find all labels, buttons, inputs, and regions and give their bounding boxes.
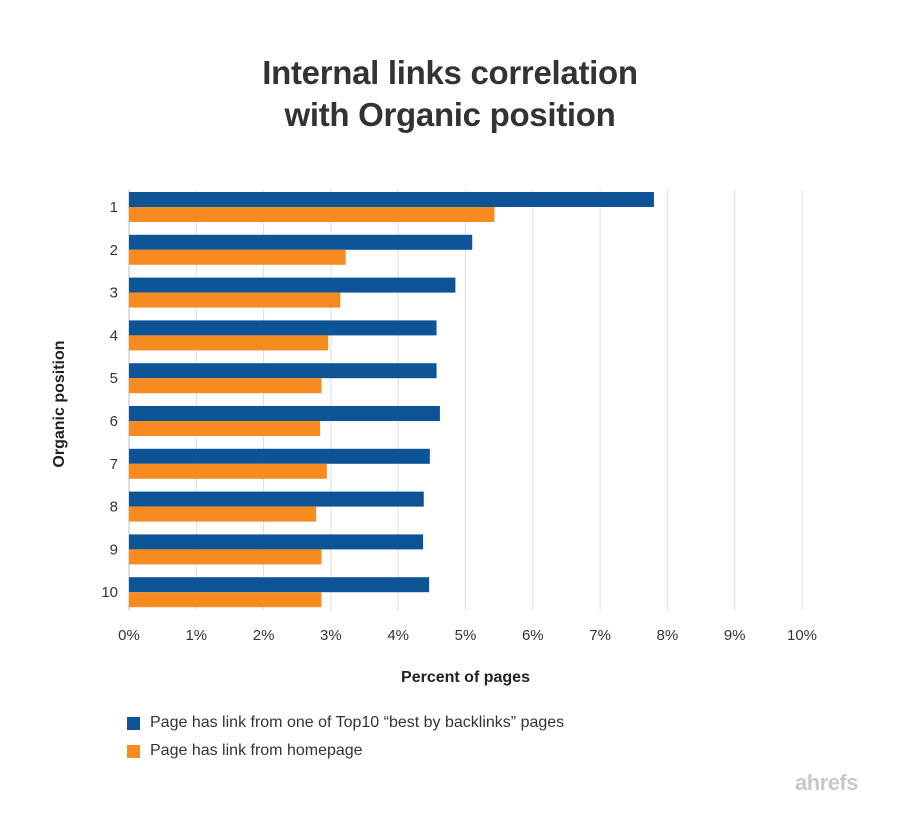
bar-chart: 0% 1% 2% 3% 4% 5% 6% 7% 8% 9% 10% 1 2 3 4 5 6 7 8 9 10 Percen… xyxy=(51,190,817,686)
legend: Page has link from one of Top10 “best by… xyxy=(127,709,564,765)
brand-logo: ahrefs xyxy=(794,770,859,795)
legend-swatch-backlinks xyxy=(127,716,140,730)
legend-label-backlinks: Page has link from one of Top10 “best by… xyxy=(150,714,565,731)
bar-homepage xyxy=(129,421,321,436)
chart-title-line-1: Internal links correlation xyxy=(262,54,638,91)
y-tick-label: 4 xyxy=(110,327,118,344)
chart-title: Internal links correlation with Organic … xyxy=(0,52,900,136)
y-axis-title: Organic position xyxy=(51,340,68,467)
bar-backlinks xyxy=(129,448,430,464)
x-tick-label: 5% xyxy=(455,627,477,644)
bar-homepage xyxy=(129,549,322,565)
bar-backlinks xyxy=(129,192,654,207)
y-tick-label: 8 xyxy=(110,499,118,516)
x-tick-label: 6% xyxy=(522,627,544,644)
y-tick-label: 3 xyxy=(110,285,118,302)
x-tick-label: 7% xyxy=(589,627,611,644)
bar-backlinks xyxy=(129,577,430,593)
bar-backlinks xyxy=(129,234,473,250)
bar-homepage xyxy=(129,292,341,308)
bar-backlinks xyxy=(129,363,437,379)
bar-homepage xyxy=(129,506,317,522)
y-tick-label: 1 xyxy=(110,199,118,216)
bar-backlinks xyxy=(129,406,440,421)
y-tick-label: 5 xyxy=(110,370,118,387)
bar-backlinks xyxy=(129,320,437,336)
bar-backlinks xyxy=(129,491,424,507)
bar-homepage xyxy=(129,207,495,222)
y-tick-label: 9 xyxy=(110,541,118,558)
bar-homepage xyxy=(129,463,327,479)
y-tick-label: 6 xyxy=(110,413,118,430)
x-tick-label: 4% xyxy=(387,627,409,644)
y-tick-label: 2 xyxy=(110,242,118,259)
x-tick-label: 9% xyxy=(724,627,746,644)
legend-item-homepage: Page has link from homepage xyxy=(127,737,564,765)
y-tick-label: 7 xyxy=(110,456,118,473)
bar-backlinks xyxy=(129,277,456,293)
chart-title-line-2: with Organic position xyxy=(284,96,616,133)
bar-homepage xyxy=(129,378,322,394)
y-tick-label: 10 xyxy=(101,584,118,601)
x-tick-label: 0% xyxy=(118,627,140,644)
legend-item-backlinks: Page has link from one of Top10 “best by… xyxy=(127,709,564,737)
x-tick-label: 2% xyxy=(253,627,275,644)
x-tick-label: 10% xyxy=(787,627,817,644)
x-tick-label: 1% xyxy=(185,627,207,644)
bar-homepage xyxy=(129,249,346,265)
bar-homepage xyxy=(129,592,322,608)
bar-backlinks xyxy=(129,534,424,550)
x-tick-label: 3% xyxy=(320,627,342,644)
bar-homepage xyxy=(129,335,329,351)
legend-swatch-homepage xyxy=(127,744,140,758)
x-tick-label: 8% xyxy=(657,627,679,644)
legend-label-homepage: Page has link from homepage xyxy=(150,742,363,759)
x-axis-title: Percent of pages xyxy=(401,669,530,686)
